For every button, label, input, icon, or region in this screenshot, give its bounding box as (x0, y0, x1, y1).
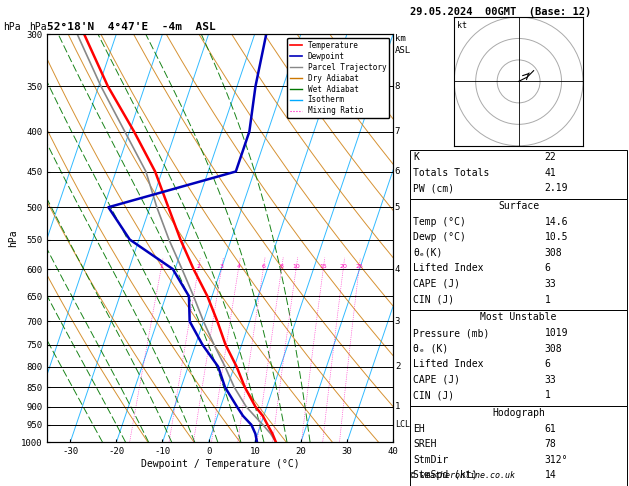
Text: 3: 3 (220, 264, 223, 269)
Text: Hodograph: Hodograph (492, 408, 545, 418)
Text: 15: 15 (320, 264, 327, 269)
Text: θₑ(K): θₑ(K) (413, 248, 443, 258)
Text: 6: 6 (395, 167, 400, 176)
Text: θₑ (K): θₑ (K) (413, 344, 448, 354)
Text: 8: 8 (279, 264, 284, 269)
Text: Totals Totals: Totals Totals (413, 168, 489, 178)
Text: 7: 7 (395, 127, 400, 136)
Text: 14.6: 14.6 (545, 217, 568, 227)
Text: EH: EH (413, 424, 425, 434)
Text: 1: 1 (545, 390, 550, 400)
Text: 61: 61 (545, 424, 557, 434)
Text: SREH: SREH (413, 439, 437, 450)
Text: 8: 8 (395, 82, 400, 91)
Text: 3: 3 (395, 317, 400, 326)
Text: 6: 6 (261, 264, 265, 269)
Text: 1019: 1019 (545, 328, 568, 338)
Text: 1: 1 (159, 264, 163, 269)
Text: 25: 25 (355, 264, 363, 269)
Text: 2: 2 (196, 264, 201, 269)
Text: hPa: hPa (30, 21, 47, 32)
Text: 308: 308 (545, 344, 562, 354)
Text: Most Unstable: Most Unstable (481, 312, 557, 323)
Text: kt: kt (457, 21, 467, 30)
Text: 1: 1 (395, 402, 400, 411)
Text: hPa: hPa (3, 21, 21, 32)
Text: ASL: ASL (395, 46, 411, 55)
Text: Pressure (mb): Pressure (mb) (413, 328, 489, 338)
X-axis label: Dewpoint / Temperature (°C): Dewpoint / Temperature (°C) (141, 459, 299, 469)
Text: 5: 5 (395, 203, 400, 212)
Text: 33: 33 (545, 375, 557, 385)
Text: CAPE (J): CAPE (J) (413, 375, 460, 385)
Text: PW (cm): PW (cm) (413, 183, 454, 193)
Text: Lifted Index: Lifted Index (413, 359, 484, 369)
Text: Temp (°C): Temp (°C) (413, 217, 466, 227)
Text: CAPE (J): CAPE (J) (413, 279, 460, 289)
Legend: Temperature, Dewpoint, Parcel Trajectory, Dry Adiabat, Wet Adiabat, Isotherm, Mi: Temperature, Dewpoint, Parcel Trajectory… (287, 38, 389, 119)
Text: 14: 14 (545, 470, 557, 481)
Text: 2.19: 2.19 (545, 183, 568, 193)
Text: 6: 6 (545, 263, 550, 274)
Text: 4: 4 (395, 264, 400, 274)
Text: CIN (J): CIN (J) (413, 390, 454, 400)
Text: © weatheronline.co.uk: © weatheronline.co.uk (410, 471, 515, 480)
Text: 78: 78 (545, 439, 557, 450)
Text: LCL: LCL (395, 420, 410, 429)
Text: 52°18'N  4°47'E  -4m  ASL: 52°18'N 4°47'E -4m ASL (47, 21, 216, 32)
Text: 20: 20 (339, 264, 347, 269)
Text: 10: 10 (292, 264, 300, 269)
Text: 2: 2 (395, 362, 400, 371)
Y-axis label: hPa: hPa (8, 229, 18, 247)
Text: StmSpd (kt): StmSpd (kt) (413, 470, 478, 481)
Text: Lifted Index: Lifted Index (413, 263, 484, 274)
Text: Dewp (°C): Dewp (°C) (413, 232, 466, 243)
Text: CIN (J): CIN (J) (413, 295, 454, 305)
Text: 22: 22 (545, 152, 557, 162)
Text: 33: 33 (545, 279, 557, 289)
Text: 4: 4 (237, 264, 240, 269)
Text: 10.5: 10.5 (545, 232, 568, 243)
Text: 29.05.2024  00GMT  (Base: 12): 29.05.2024 00GMT (Base: 12) (410, 7, 591, 17)
Text: Surface: Surface (498, 201, 539, 211)
Text: 312°: 312° (545, 455, 568, 465)
Text: 1: 1 (545, 295, 550, 305)
Text: StmDir: StmDir (413, 455, 448, 465)
Text: K: K (413, 152, 419, 162)
Text: 41: 41 (545, 168, 557, 178)
Text: km: km (395, 34, 406, 43)
Text: 6: 6 (545, 359, 550, 369)
Text: 308: 308 (545, 248, 562, 258)
